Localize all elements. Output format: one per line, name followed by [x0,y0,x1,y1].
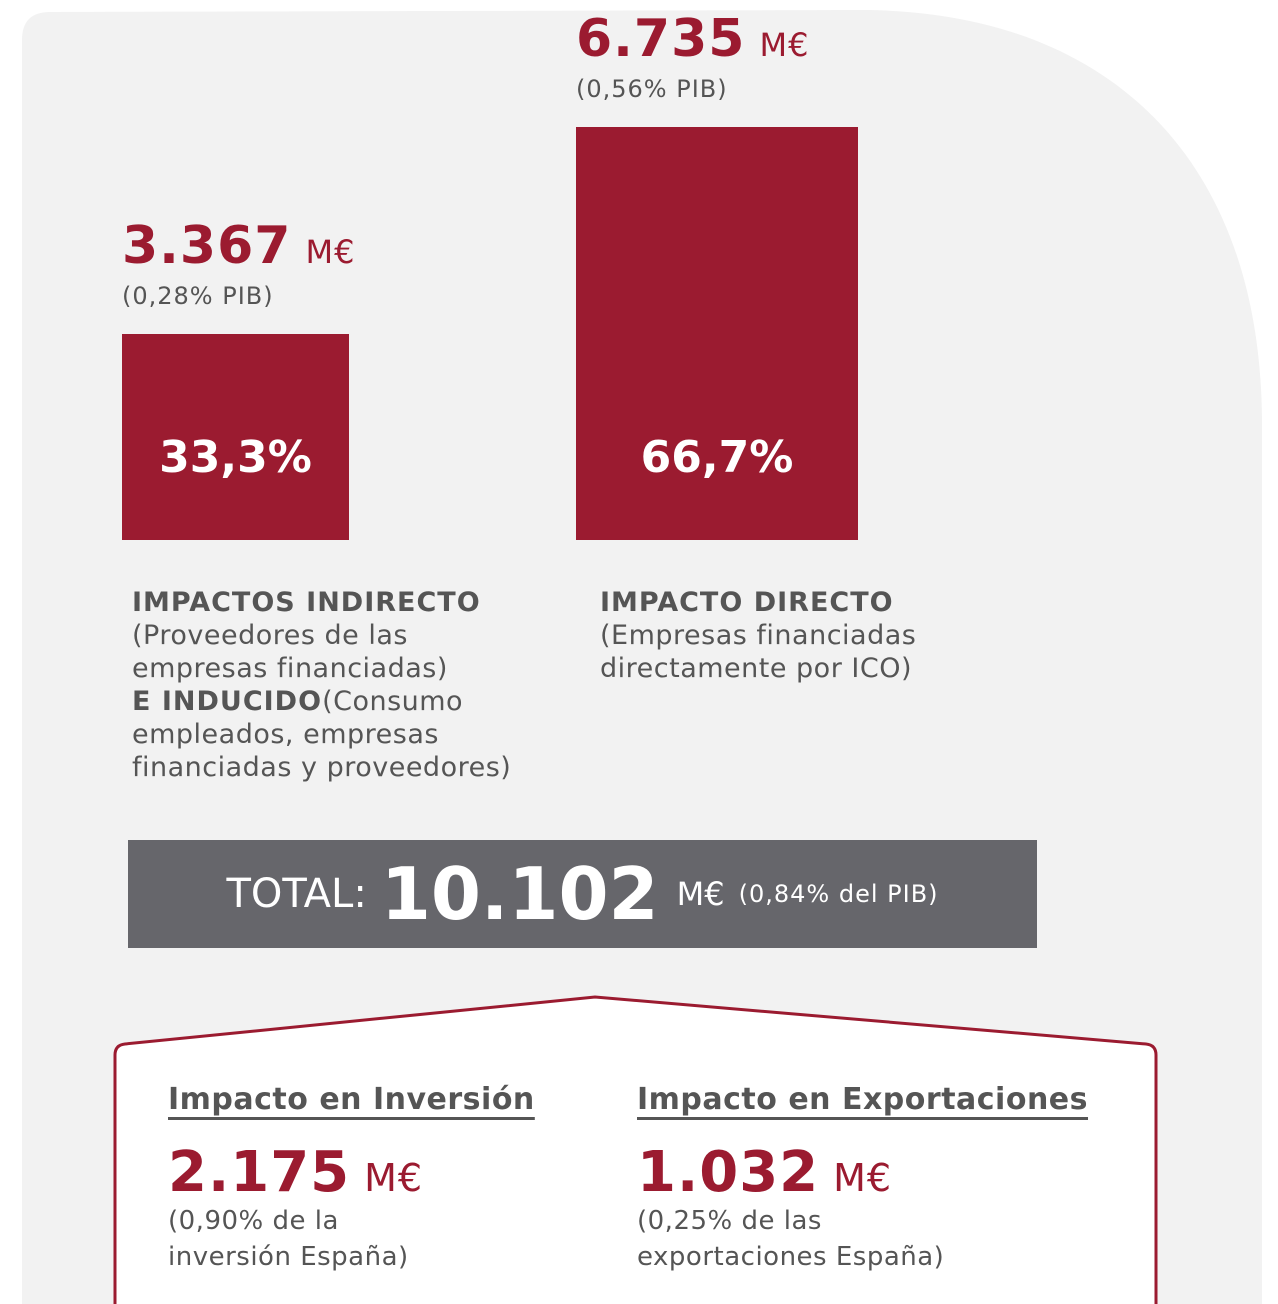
panel [22,10,1262,1304]
bar [122,333,349,540]
total-box: TOTAL: 10.102 M€ (0,84% del PIB) [128,840,1037,948]
bar-value-number: 3.367 [122,215,292,276]
bar-value: 6.735 M€ [576,9,809,69]
impact-number: 1.032 [637,1140,820,1205]
impact-value: 1.032 M€ [637,1140,892,1205]
bar-share: 66,7% [640,432,794,483]
bar-unit: M€ [759,26,810,64]
impact-unit: M€ [364,1156,424,1200]
bar-value: 3.367 M€ [122,216,355,276]
impact-number: 2.175 [168,1140,351,1205]
total-unit: M€ [676,875,725,913]
bar-label: IMPACTO DIRECTO (Empresas financiadas dir… [600,586,1000,685]
bar-pib: (0,28% PIB) [122,281,274,310]
label-bold: E INDUCIDO [132,686,323,717]
impact-value: 2.175 M€ [168,1140,423,1205]
bar-unit: M€ [305,232,356,271]
bar-value-number: 6.735 [576,9,746,69]
total-prefix: TOTAL: [226,871,367,917]
bar [576,127,858,540]
total-note: (0,84% del PIB) [738,880,939,908]
total-value: 10.102 [380,852,659,936]
label-text: (Proveedores de las empresas financiadas… [132,620,448,684]
impact-note: (0,90% de la inversión España) [168,1206,409,1272]
impact-note: (0,25% de las exportaciones España) [637,1206,945,1272]
impact-box [113,995,1158,1304]
label-text: (Consumo empleados, empresas financiadas… [132,686,512,783]
bar-share: 33,3% [159,432,312,483]
bar-label: IMPACTOS INDIRECTO (Proveedores de las em… [132,586,552,784]
label-bold: IMPACTOS INDIRECTO [132,587,481,618]
label-text: (Empresas financiadas directamente por I… [600,620,917,684]
bar-pib: (0,56% PIB) [576,75,728,103]
impact-unit: M€ [833,1156,893,1200]
label-bold: IMPACTO DIRECTO [600,587,894,618]
impact-title: Impacto en Inversión [168,1082,535,1117]
impact-title: Impacto en Exportaciones [637,1082,1089,1117]
